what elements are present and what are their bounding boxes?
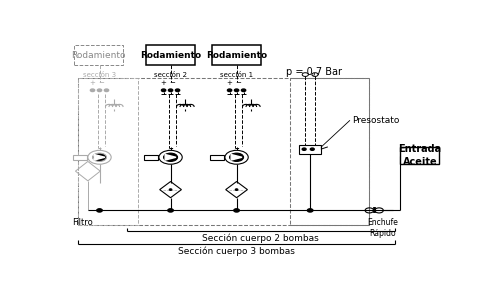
Text: +: +: [226, 80, 232, 86]
Text: Entrada
Aceite: Entrada Aceite: [398, 144, 441, 167]
Bar: [212, 45, 261, 65]
Text: −: −: [169, 80, 175, 86]
Text: sección 1: sección 1: [220, 72, 253, 78]
Circle shape: [88, 150, 111, 164]
Bar: [144, 155, 158, 160]
Text: Presostato: Presostato: [352, 116, 399, 125]
Text: Rodamiento: Rodamiento: [206, 51, 267, 60]
Text: Filtro: Filtro: [72, 218, 93, 227]
Circle shape: [97, 209, 102, 212]
Polygon shape: [231, 154, 242, 160]
Circle shape: [93, 153, 107, 161]
Bar: [78, 78, 369, 225]
Text: −: −: [235, 80, 241, 86]
Bar: [73, 155, 87, 160]
Text: Sección cuerpo 3 bombas: Sección cuerpo 3 bombas: [178, 246, 295, 256]
Circle shape: [234, 209, 239, 212]
Circle shape: [225, 150, 248, 164]
Polygon shape: [94, 154, 105, 160]
Circle shape: [235, 189, 238, 190]
Circle shape: [308, 209, 313, 212]
Circle shape: [310, 148, 314, 150]
Text: Sección cuerpo 2 bombas: Sección cuerpo 2 bombas: [202, 233, 319, 243]
Text: Rodamiento: Rodamiento: [71, 51, 126, 60]
Text: p = 0,7 Bar: p = 0,7 Bar: [286, 67, 342, 77]
Bar: [210, 155, 224, 160]
Circle shape: [229, 153, 243, 161]
Text: +: +: [90, 80, 96, 86]
Circle shape: [159, 150, 182, 164]
Text: Enchufe
Rápido: Enchufe Rápido: [368, 218, 398, 238]
Text: −: −: [99, 80, 104, 86]
Bar: [78, 78, 138, 225]
Circle shape: [168, 209, 173, 212]
Polygon shape: [165, 154, 176, 160]
Circle shape: [104, 89, 109, 92]
Bar: [400, 147, 439, 164]
Circle shape: [241, 89, 245, 92]
Circle shape: [90, 89, 95, 92]
Circle shape: [163, 153, 177, 161]
Circle shape: [168, 89, 173, 92]
Circle shape: [234, 89, 238, 92]
Circle shape: [302, 148, 306, 150]
Circle shape: [97, 89, 102, 92]
Circle shape: [227, 89, 232, 92]
Bar: [300, 145, 321, 154]
Text: sección 2: sección 2: [154, 72, 187, 78]
Bar: [290, 78, 369, 225]
Bar: [74, 45, 123, 65]
Bar: [146, 45, 194, 65]
Circle shape: [175, 89, 180, 92]
Text: Rodamiento: Rodamiento: [140, 51, 201, 60]
Text: +: +: [161, 80, 166, 86]
Text: sección 3: sección 3: [83, 72, 116, 78]
Circle shape: [161, 89, 166, 92]
Circle shape: [169, 189, 172, 190]
